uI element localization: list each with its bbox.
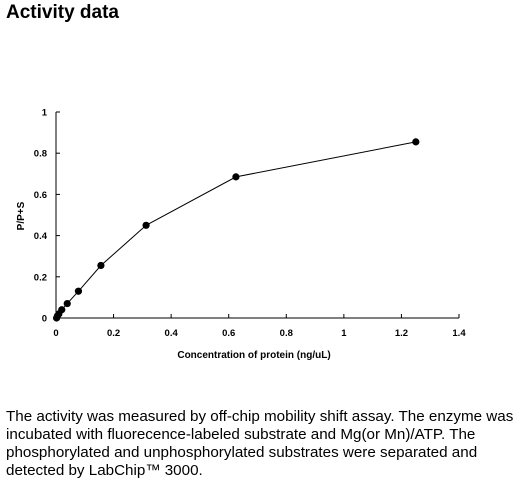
y-tick-label: 0.8	[34, 149, 47, 160]
caption-text: The activity was measured by off-chip mo…	[6, 408, 514, 479]
y-axis-label: P/P+S	[16, 201, 27, 230]
page-heading: Activity data	[6, 2, 119, 23]
data-point	[232, 173, 240, 181]
data-point	[142, 221, 150, 229]
y-tick-label: 0	[42, 314, 47, 325]
x-tick-label: 1.4	[452, 328, 466, 339]
series-line	[56, 141, 416, 319]
y-tick-label: 0.2	[34, 272, 47, 283]
x-tick-label: 1	[341, 328, 347, 339]
activity-chart: 0 0.2 0.4 0.6 0.8 1 0 0.2 0.4 0.6 0.8 1 1.2 1.4 Conc…	[16, 108, 466, 362]
data-series	[52, 138, 420, 322]
data-point	[74, 287, 83, 295]
axes	[55, 112, 459, 319]
data-point	[412, 138, 420, 146]
x-ticks: 0 0.2 0.4 0.6 0.8 1 1.2 1.4	[53, 314, 466, 339]
x-tick-label: 0.4	[165, 328, 179, 339]
x-tick-label: 0.8	[280, 328, 293, 339]
y-tick-label: 0.4	[34, 231, 48, 242]
x-tick-label: 0.2	[107, 328, 120, 339]
y-tick-label: 1	[42, 108, 48, 119]
data-point	[63, 299, 71, 308]
x-tick-label: 1.2	[395, 328, 408, 339]
x-axis-label: Concentration of protein (ng/uL)	[177, 350, 330, 361]
data-point	[97, 261, 105, 270]
x-tick-label: 0	[53, 328, 58, 339]
data-point	[58, 306, 66, 314]
y-tick-label: 0.6	[34, 190, 47, 201]
x-tick-label: 0.6	[222, 328, 235, 339]
